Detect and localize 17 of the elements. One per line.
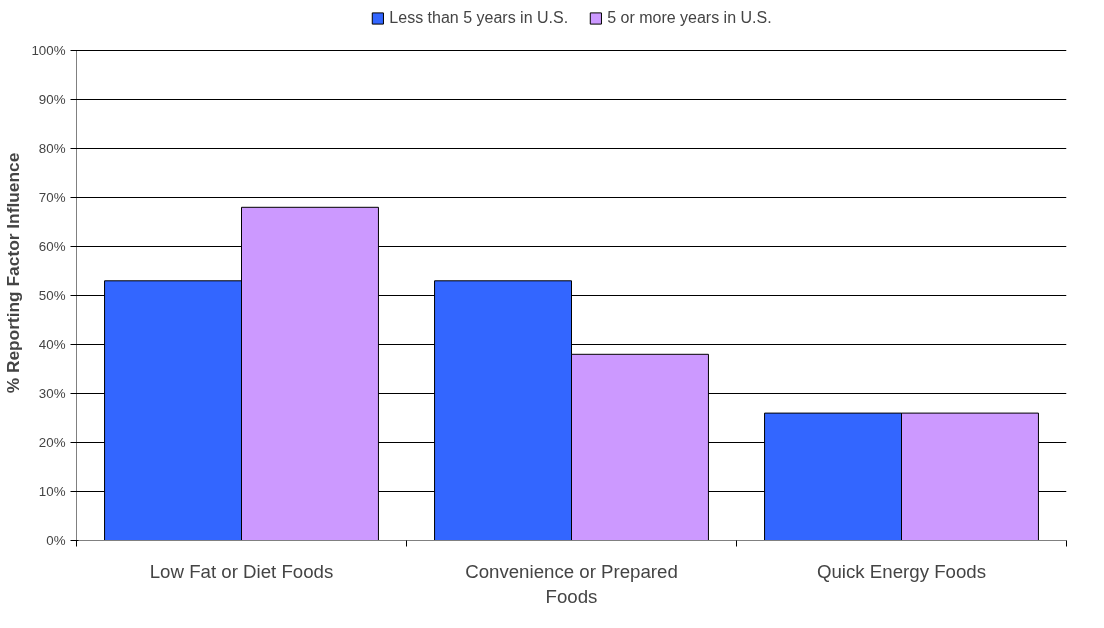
y-axis-title: % Reporting Factor Influence <box>3 152 24 394</box>
y-tick-label: 50% <box>38 288 66 303</box>
x-tick-label: Low Fat or Diet Foods <box>149 560 334 582</box>
y-tick-label: 60% <box>38 239 66 254</box>
y-tick-label: 70% <box>38 190 66 205</box>
y-tick-label: 10% <box>38 484 66 499</box>
legend-label: Less than 5 years in U.S. <box>389 9 569 27</box>
legend-label: 5 or more years in U.S. <box>607 9 772 27</box>
y-tick-label: 40% <box>38 337 66 352</box>
y-tick-label: 80% <box>38 141 66 156</box>
y-tick-label: 90% <box>38 92 66 107</box>
x-tick-label: Quick Energy Foods <box>816 560 987 582</box>
y-tick-label: 30% <box>38 386 66 401</box>
x-tick-label: Convenience or Prepared Foods <box>465 560 678 607</box>
y-tick-label: 100% <box>31 43 66 58</box>
y-tick-label: 0% <box>46 533 66 548</box>
y-tick-label: 20% <box>38 435 66 450</box>
